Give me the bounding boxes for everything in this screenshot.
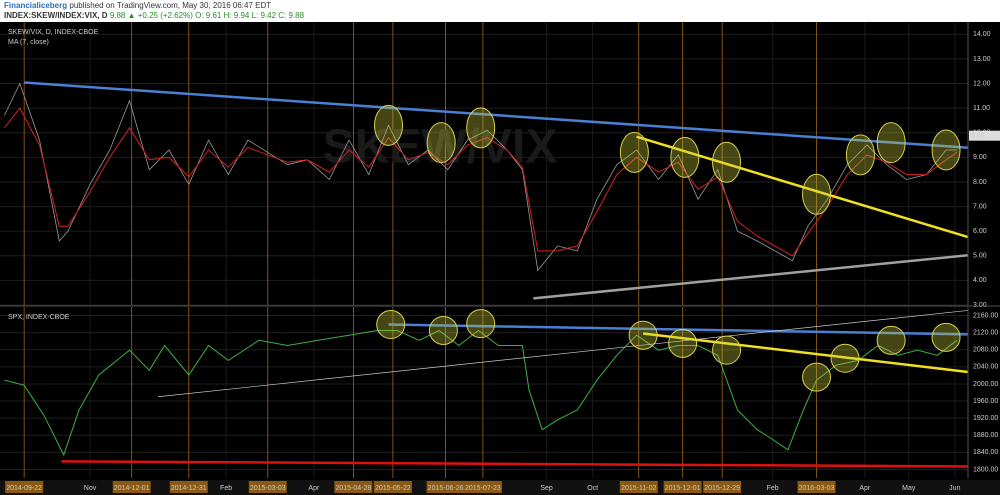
x-tick-label: May: [902, 485, 916, 492]
x-tick-highlight: [663, 481, 702, 493]
trendline: [636, 135, 969, 239]
x-tick-highlight: [703, 481, 742, 493]
highlight: [876, 122, 906, 164]
highlight: [931, 322, 961, 352]
y-tick-label: 9.00: [973, 154, 987, 161]
x-tick-label: Apr: [859, 485, 871, 492]
pane-title: SKEW/VIX, D, INDEX-CBOE: [8, 29, 99, 36]
highlight: [376, 310, 406, 340]
x-tick-label: Feb: [767, 485, 779, 492]
trendline: [61, 460, 969, 468]
x-tick-highlight: [169, 481, 208, 493]
pane-title: SPX, INDEX-CBOE: [8, 314, 70, 321]
y-tick-label: 2000.00: [973, 381, 998, 388]
y-tick-label: 1880.00: [973, 432, 998, 439]
x-tick-label: 2015-03-03: [250, 485, 286, 492]
highlight: [712, 141, 742, 183]
y-tick-label: 2080.00: [973, 347, 998, 354]
y-tick-label: 2160.00: [973, 312, 998, 319]
last-value-label: 9.88: [971, 133, 985, 140]
x-tick-label: 2015-05-22: [375, 485, 411, 492]
y-tick-label: 4.00: [973, 277, 987, 284]
y-tick-label: 7.00: [973, 203, 987, 210]
y-tick-label: 6.00: [973, 228, 987, 235]
highlight: [466, 309, 496, 339]
highlight: [374, 104, 404, 146]
trendline: [24, 81, 969, 149]
y-tick-label: 3.00: [973, 302, 987, 309]
highlight: [802, 362, 832, 392]
x-tick-label: 2015-12-29: [704, 485, 740, 492]
y-tick-label: 11.00: [973, 105, 990, 112]
highlight: [876, 325, 906, 355]
y-tick-label: 14.00: [973, 31, 991, 38]
x-tick-highlight: [373, 481, 412, 493]
highlight: [931, 129, 961, 171]
series-line: [4, 107, 958, 257]
highlight: [619, 131, 649, 173]
published: published on TradingView.com, May 30, 20…: [69, 1, 272, 10]
symbol: INDEX:SKEW/INDEX:VIX, D: [4, 11, 108, 20]
x-tick-label: Jun: [949, 485, 960, 492]
author[interactable]: Financialiceberg: [4, 1, 68, 10]
series-line: [4, 82, 957, 272]
x-tick-highlight: [463, 481, 502, 493]
trendline: [642, 332, 969, 374]
highlight: [670, 136, 700, 178]
highlight: [712, 335, 742, 365]
y-tick-label: 1920.00: [973, 415, 998, 422]
highlight: [830, 343, 860, 373]
x-tick-label: Feb: [220, 485, 232, 492]
x-tick-label: 2016-03-03: [799, 485, 835, 492]
last-value-tag: [969, 130, 1000, 141]
x-tick-highlight: [112, 481, 151, 493]
y-tick-label: 8.00: [973, 179, 987, 186]
x-tick-highlight: [248, 481, 287, 493]
x-tick-label: 2014-09-22: [6, 485, 42, 492]
quote: 9.88 ▲ +0.25 (+2.62%) O: 9.61 H: 9.94 L:…: [109, 11, 305, 20]
y-tick-label: 2120.00: [973, 329, 998, 336]
x-tick-label: Apr: [308, 485, 320, 492]
x-tick-label: 2015-06-26: [428, 485, 464, 492]
x-tick-label: Sep: [540, 485, 553, 492]
x-tick-highlight: [5, 481, 44, 493]
x-tick-highlight: [334, 481, 373, 493]
pane-bg: [0, 22, 1000, 495]
x-tick-label: 2014-12-31: [171, 485, 207, 492]
trendline: [533, 254, 969, 300]
y-tick-label: 1840.00: [973, 449, 998, 456]
x-tick-label: 2015-12-01: [665, 485, 701, 492]
header: Financialiceberg published on TradingVie…: [0, 0, 1000, 22]
x-tick-label: Nov: [84, 485, 97, 492]
quote-line: INDEX:SKEW/INDEX:VIX, D 9.88 ▲ +0.25 (+2…: [4, 11, 304, 20]
highlight: [628, 320, 658, 350]
x-tick-label: 2014-12-01: [114, 485, 150, 492]
series-line: [4, 329, 958, 457]
highlight: [426, 122, 456, 164]
x-tick-highlight: [426, 481, 465, 493]
legend-entry: MA (7, close): [8, 39, 49, 46]
highlight: [428, 316, 458, 346]
trendline: [388, 323, 969, 336]
y-tick-label: 5.00: [973, 253, 987, 260]
x-tick-label: 2015-07-23: [465, 485, 501, 492]
highlight: [668, 328, 698, 358]
x-tick-highlight: [619, 481, 658, 493]
highlight: [466, 107, 496, 149]
x-tick-label: 2015-04-28: [335, 485, 371, 492]
trendline: [158, 310, 969, 398]
x-tick-label: 2015-11-02: [621, 485, 656, 492]
x-tick-label: Oct: [587, 485, 598, 492]
y-tick-label: 13.00: [973, 56, 991, 63]
highlight: [802, 173, 832, 215]
y-tick-label: 1800.00: [973, 466, 998, 473]
y-tick-label: 12.00: [973, 80, 991, 87]
highlight: [845, 134, 875, 176]
publish-line: Financialiceberg published on TradingVie…: [4, 1, 271, 10]
y-tick-label: 1960.00: [973, 398, 998, 405]
y-tick-label: 2040.00: [973, 364, 998, 371]
x-tick-highlight: [797, 481, 836, 493]
